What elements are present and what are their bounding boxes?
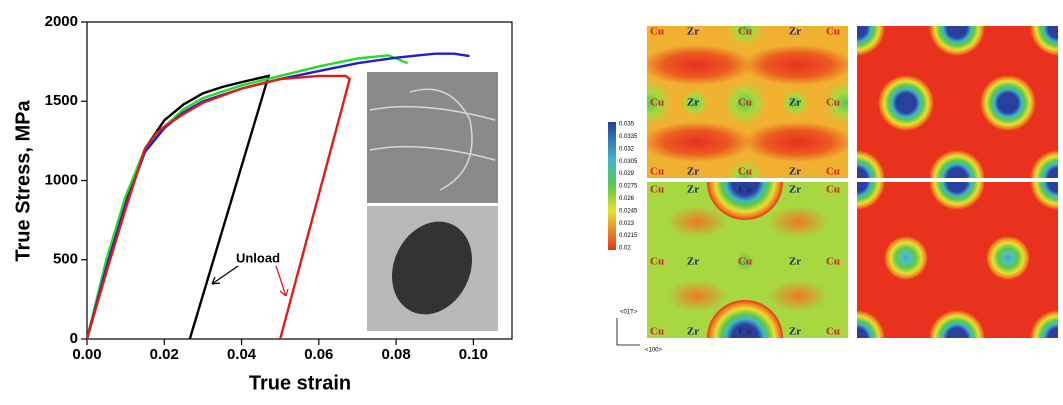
inset-sem <box>367 72 498 203</box>
colorbar-label: 0.032 <box>619 146 635 152</box>
y-tick-label: 1500 <box>45 92 78 109</box>
curve <box>87 54 409 340</box>
x-tick-label: 0.02 <box>150 346 179 363</box>
x-tick-label: 0.06 <box>304 346 333 363</box>
colorbar-label: 0.0215 <box>619 233 638 239</box>
atom-label: Cu <box>826 97 840 109</box>
colorbar-label: 0.029 <box>619 171 635 177</box>
atom-label: Zr <box>687 26 699 38</box>
contour-bottom-left <box>647 182 848 338</box>
curve <box>87 74 352 340</box>
y-tick-label: 500 <box>53 251 78 268</box>
colorbar-label: 0.0275 <box>619 184 638 190</box>
atom-label: Zr <box>789 97 801 109</box>
arrow <box>211 265 239 285</box>
atom-label: Co <box>738 184 752 196</box>
colorbar-label: 0.035 <box>619 122 635 128</box>
atom-label: Cu <box>826 26 840 38</box>
atom-label: Cu <box>826 184 840 196</box>
inset-texture <box>369 88 496 191</box>
axis-y-label: <01T> <box>620 310 638 316</box>
atom-label: Cu <box>738 256 752 268</box>
atom-label: Zr <box>687 97 699 109</box>
atom-label: Zr <box>789 184 801 196</box>
atom-label: Cu <box>738 26 752 38</box>
atom-label: Cu <box>826 326 840 338</box>
x-tick-label: 0.00 <box>72 346 101 363</box>
atom-label: Cu <box>650 256 664 268</box>
y-tick-label: 1000 <box>45 171 78 188</box>
colorbar-label: 0.023 <box>619 221 635 227</box>
arrow <box>275 265 289 297</box>
atom-label: Cu <box>650 97 664 109</box>
x-tick-label: 0.10 <box>459 346 488 363</box>
x-tick-label: 0.04 <box>227 346 257 363</box>
inset-particle <box>392 221 472 315</box>
atom-label: Zr <box>687 166 699 178</box>
contour-top-right <box>857 26 1058 178</box>
colorbar-label: 0.0335 <box>619 134 638 140</box>
contour-top-left <box>647 26 848 178</box>
atom-label: Cu <box>738 97 752 109</box>
atom-label: Zr <box>789 166 801 178</box>
colorbar-label: 0.0245 <box>619 208 638 214</box>
atom-label: Co <box>738 326 752 338</box>
atom-label: Cu <box>650 184 664 196</box>
orientation-axes <box>616 318 640 346</box>
atom-label: Cu <box>650 326 664 338</box>
x-tick-label: 0.08 <box>381 346 410 363</box>
annotation: Unload <box>236 250 280 265</box>
atom-label: Cu <box>650 166 664 178</box>
atom-label: Zr <box>687 256 699 268</box>
plot-area <box>87 52 470 340</box>
atom-label: Zr <box>789 326 801 338</box>
atom-label: Zr <box>789 26 801 38</box>
atom-label: Cu <box>826 256 840 268</box>
colorbar-label: 0.0305 <box>619 159 638 165</box>
atom-label: Cu <box>738 166 752 178</box>
y-tick-label: 0 <box>70 330 78 347</box>
atom-label: Cu <box>650 26 664 38</box>
y-tick-label: 2000 <box>45 13 78 30</box>
atom-label: Cu <box>826 166 840 178</box>
contour-bottom-right <box>857 182 1058 338</box>
colorbar-label: 0.02 <box>619 246 631 252</box>
x-axis-label: True strain <box>249 372 351 394</box>
colorbar <box>608 122 616 250</box>
colorbar-label: 0.026 <box>619 196 635 202</box>
axis-x-label: <100> <box>645 348 663 354</box>
y-axis-label: True Stress, MPa <box>12 100 34 262</box>
atom-label: Zr <box>687 326 699 338</box>
atom-label: Zr <box>687 184 699 196</box>
atom-label: Zr <box>789 256 801 268</box>
